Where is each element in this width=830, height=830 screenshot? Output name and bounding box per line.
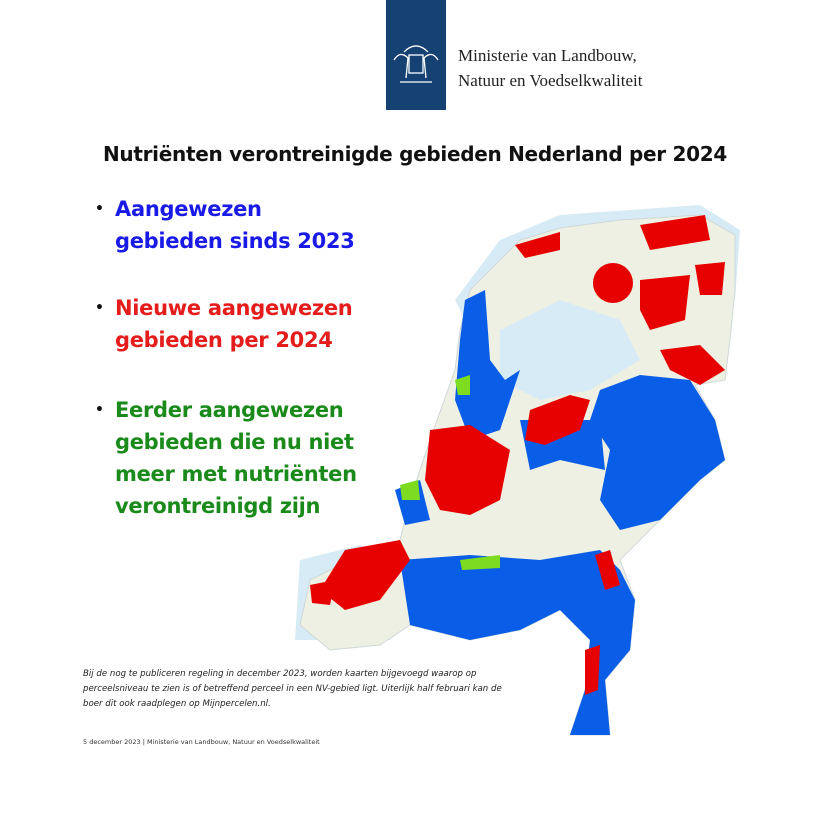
area <box>460 555 500 570</box>
area <box>595 550 620 590</box>
legend-item: • Eerder aangewezen gebieden die nu niet… <box>95 394 357 522</box>
legend-line: Eerder aangewezen <box>115 398 344 422</box>
area <box>585 645 600 695</box>
area <box>695 262 725 295</box>
area <box>660 345 725 385</box>
title: Nutriënten verontreinigde gebieden Neder… <box>102 142 727 166</box>
green-areas <box>400 375 500 570</box>
map <box>295 205 740 736</box>
red-areas <box>310 215 725 695</box>
area <box>400 550 635 735</box>
legend-item: • Aangewezen gebieden sinds 2023 <box>95 193 355 257</box>
area <box>455 290 520 440</box>
footnote-line: boer dit ook raadplegen op Mijnpercelen.… <box>83 699 271 709</box>
ministry-line: Ministerie van Landbouw, <box>458 46 637 65</box>
legend-line: gebieden sinds 2023 <box>115 229 355 253</box>
area <box>590 375 725 530</box>
logo <box>386 0 446 110</box>
bullet: • <box>95 300 104 316</box>
bullet: • <box>95 201 104 217</box>
area <box>425 425 510 515</box>
legend-line: gebieden per 2024 <box>115 328 333 352</box>
area <box>515 232 560 258</box>
footnote-line: perceelsniveau te zien is of betreffend … <box>83 684 502 694</box>
area <box>310 580 335 605</box>
area <box>640 215 710 250</box>
area <box>525 395 590 445</box>
area <box>400 480 420 500</box>
footer: 5 december 2023 | Ministerie van Landbou… <box>83 738 320 746</box>
legend-line: gebieden die nu niet <box>115 430 354 454</box>
ijsselmeer <box>500 300 640 400</box>
legend-line: meer met nutriënten <box>115 462 357 486</box>
area <box>455 375 470 395</box>
bullet: • <box>95 402 104 418</box>
legend-line: Nieuwe aangewezen <box>115 296 353 320</box>
footnote-line: Bij de nog te publiceren regeling in dec… <box>83 669 477 679</box>
ministry-line: Natuur en Voedselkwaliteit <box>458 71 643 90</box>
legend-item: • Nieuwe aangewezen gebieden per 2024 <box>95 292 353 356</box>
legend-line: Aangewezen <box>115 197 262 221</box>
area <box>320 540 410 610</box>
crest <box>393 45 439 83</box>
legend-line: verontreinigd zijn <box>115 494 321 518</box>
area <box>640 275 690 330</box>
blue-areas <box>395 290 725 735</box>
area <box>593 263 633 303</box>
